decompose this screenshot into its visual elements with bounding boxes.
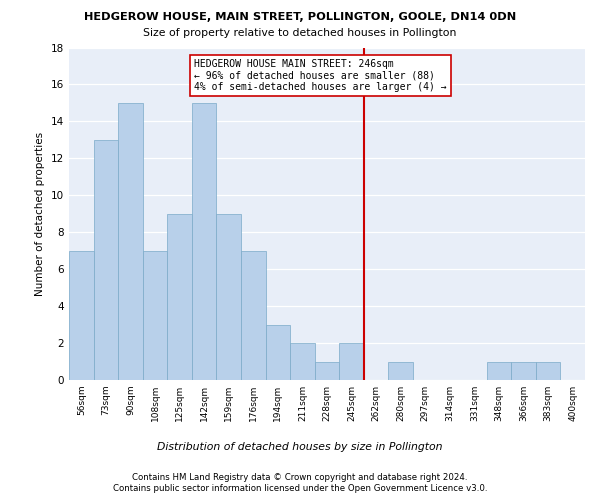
Bar bbox=[388, 362, 413, 380]
Bar bbox=[118, 103, 143, 380]
Text: Distribution of detached houses by size in Pollington: Distribution of detached houses by size … bbox=[157, 442, 443, 452]
Bar bbox=[511, 362, 536, 380]
Bar bbox=[487, 362, 511, 380]
Text: HEDGEROW HOUSE, MAIN STREET, POLLINGTON, GOOLE, DN14 0DN: HEDGEROW HOUSE, MAIN STREET, POLLINGTON,… bbox=[84, 12, 516, 22]
Y-axis label: Number of detached properties: Number of detached properties bbox=[35, 132, 46, 296]
Bar bbox=[290, 343, 315, 380]
Bar bbox=[266, 324, 290, 380]
Bar bbox=[94, 140, 118, 380]
Bar bbox=[143, 250, 167, 380]
Bar bbox=[241, 250, 266, 380]
Bar bbox=[192, 103, 217, 380]
Text: HEDGEROW HOUSE MAIN STREET: 246sqm
← 96% of detached houses are smaller (88)
4% : HEDGEROW HOUSE MAIN STREET: 246sqm ← 96%… bbox=[194, 58, 447, 92]
Text: Contains HM Land Registry data © Crown copyright and database right 2024.: Contains HM Land Registry data © Crown c… bbox=[132, 472, 468, 482]
Bar bbox=[536, 362, 560, 380]
Bar bbox=[69, 250, 94, 380]
Bar bbox=[315, 362, 339, 380]
Bar bbox=[217, 214, 241, 380]
Bar bbox=[167, 214, 192, 380]
Text: Size of property relative to detached houses in Pollington: Size of property relative to detached ho… bbox=[143, 28, 457, 38]
Bar bbox=[339, 343, 364, 380]
Text: Contains public sector information licensed under the Open Government Licence v3: Contains public sector information licen… bbox=[113, 484, 487, 493]
